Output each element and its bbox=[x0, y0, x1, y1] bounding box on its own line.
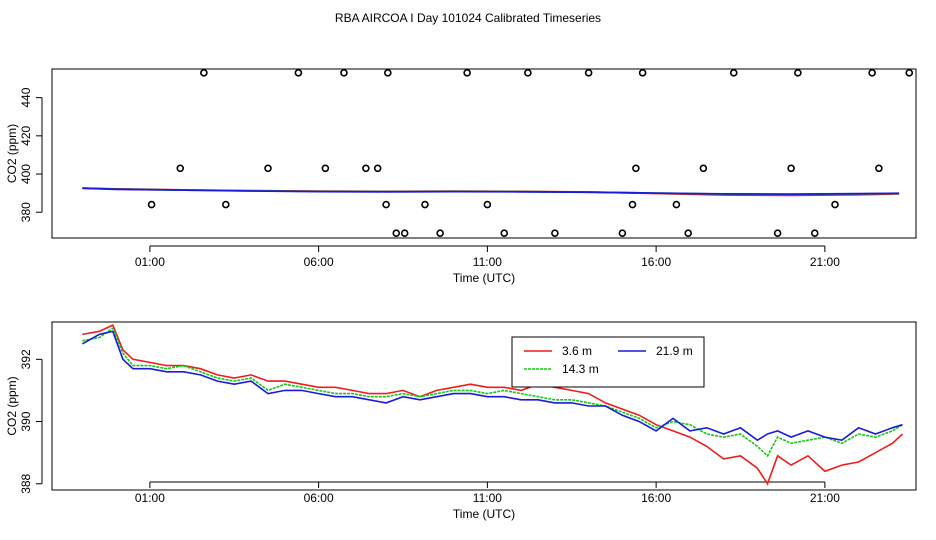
flag-point bbox=[584, 69, 593, 77]
y-tick-label: 388 bbox=[19, 473, 33, 493]
flag-point bbox=[382, 200, 390, 209]
flag-point bbox=[436, 229, 444, 238]
flag-point bbox=[500, 229, 509, 238]
y-tick-label: 390 bbox=[19, 411, 33, 431]
flag-point bbox=[321, 164, 330, 173]
y-tick-label: 440 bbox=[19, 87, 33, 107]
flag-point bbox=[672, 200, 681, 209]
series-group bbox=[82, 187, 900, 197]
flag-point bbox=[200, 69, 208, 77]
flag-point bbox=[618, 229, 627, 238]
flag-point bbox=[463, 69, 471, 77]
flag-point bbox=[699, 164, 708, 173]
legend-label: 3.6 m bbox=[562, 344, 592, 358]
flag-point bbox=[264, 164, 272, 173]
y-tick-label: 400 bbox=[19, 164, 33, 184]
flag-point bbox=[729, 69, 738, 77]
flag-point bbox=[373, 164, 382, 173]
x-tick-label: 06:00 bbox=[304, 255, 334, 269]
flag-point bbox=[638, 69, 647, 77]
x-tick-label: 06:00 bbox=[304, 491, 334, 505]
flag-point bbox=[384, 69, 392, 77]
series-line-21-9-m bbox=[82, 330, 903, 442]
bottom-panel: 01:00 06:00 11:00 16:00 21:00 Time (UTC) 388 39… bbox=[5, 321, 917, 521]
x-tick-label: 01:00 bbox=[135, 255, 165, 269]
y-axis-label: CO2 (ppm) bbox=[5, 376, 19, 435]
flag-point bbox=[684, 229, 692, 238]
x-tick-label: 16:00 bbox=[641, 255, 671, 269]
legend: 3.6 m 14.3 m 21.9 m bbox=[511, 336, 705, 388]
x-axis-label: Time (UTC) bbox=[453, 271, 515, 285]
x-tick-label: 11:00 bbox=[473, 255, 502, 269]
chart-title: RBA AIRCOA I Day 101024 Calibrated Times… bbox=[335, 11, 601, 25]
flag-point bbox=[875, 164, 883, 173]
flag-point bbox=[773, 229, 782, 238]
flag-point bbox=[392, 229, 401, 238]
flag-point bbox=[831, 200, 839, 209]
flag-point bbox=[176, 164, 185, 173]
y-tick-label: 380 bbox=[19, 202, 33, 222]
plot-frame bbox=[51, 68, 917, 239]
flag-point bbox=[147, 200, 156, 209]
x-tick-label: 11:00 bbox=[473, 491, 502, 505]
x-tick-label: 21:00 bbox=[810, 491, 840, 505]
flag-point bbox=[905, 69, 914, 77]
top-panel: 01:00 06:00 11:00 16:00 21:00 Time (UTC) 380 40… bbox=[5, 68, 917, 285]
flag-point bbox=[810, 229, 819, 238]
legend-label: 21.9 m bbox=[656, 344, 693, 358]
series-group bbox=[82, 324, 904, 486]
series-line-3-6-m bbox=[82, 324, 904, 486]
series-line-21-9-m bbox=[82, 187, 900, 196]
flag-point bbox=[362, 164, 370, 173]
flag-point bbox=[551, 229, 559, 238]
flag-point bbox=[868, 69, 876, 77]
y-axis-label: CO2 (ppm) bbox=[5, 124, 19, 183]
x-tick-label: 01:00 bbox=[135, 491, 165, 505]
flag-point bbox=[794, 69, 802, 77]
y-tick-label: 420 bbox=[19, 126, 33, 146]
series-line-14-3-m bbox=[82, 326, 903, 458]
flag-point bbox=[483, 200, 492, 209]
legend-box bbox=[511, 336, 705, 388]
flag-point bbox=[421, 200, 429, 209]
x-tick-label: 16:00 bbox=[641, 491, 671, 505]
flag-point bbox=[628, 200, 637, 209]
flag-point bbox=[340, 69, 348, 77]
legend-label: 14.3 m bbox=[562, 362, 599, 376]
flag-point bbox=[632, 164, 640, 173]
plot-frame bbox=[51, 321, 917, 491]
flag-point bbox=[787, 164, 795, 173]
x-tick-label: 21:00 bbox=[810, 255, 840, 269]
flag-point bbox=[294, 69, 303, 77]
flag-point bbox=[222, 200, 230, 209]
flag-point bbox=[524, 69, 532, 77]
flag-point bbox=[400, 229, 409, 238]
x-axis-label: Time (UTC) bbox=[453, 507, 515, 521]
y-tick-label: 392 bbox=[19, 349, 33, 369]
